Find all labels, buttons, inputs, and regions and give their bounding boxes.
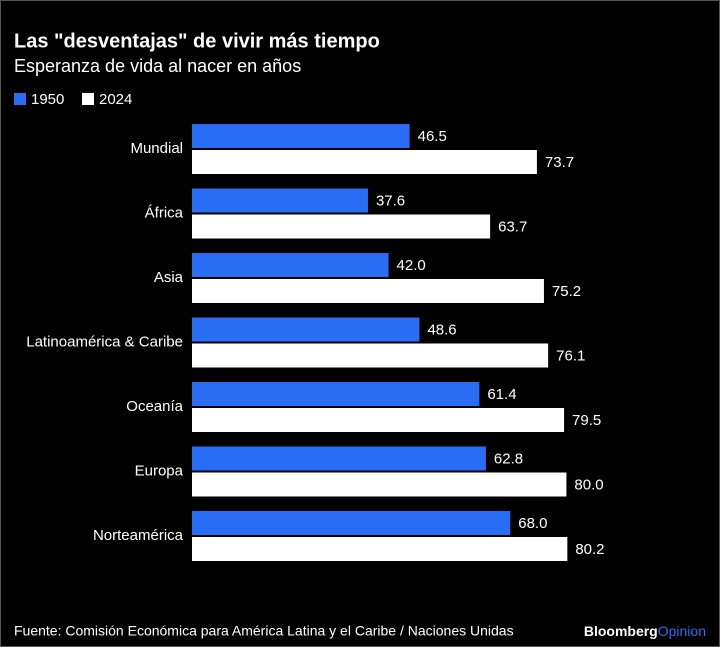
legend-label: 1950 <box>31 91 64 108</box>
category-label: Europa <box>135 462 184 479</box>
value-label: 62.8 <box>494 450 523 467</box>
value-label: 75.2 <box>552 283 581 300</box>
bar <box>192 537 568 561</box>
value-label: 80.2 <box>575 541 604 558</box>
category-label: Oceanía <box>126 398 183 415</box>
bar <box>192 253 389 277</box>
category-label: Norteamérica <box>93 527 184 544</box>
bar <box>192 214 491 239</box>
category-label: Mundial <box>130 140 183 157</box>
value-label: 63.7 <box>498 218 527 235</box>
category-label: África <box>145 204 184 221</box>
category-label: Asia <box>154 269 184 286</box>
value-label: 76.1 <box>556 347 585 364</box>
bar <box>192 511 511 535</box>
bar <box>192 382 480 406</box>
bar <box>192 124 410 148</box>
value-label: 68.0 <box>518 515 547 532</box>
logo: BloombergOpinion <box>584 623 706 639</box>
bar <box>192 343 549 368</box>
legend-swatch <box>82 93 94 105</box>
bar <box>192 188 368 213</box>
value-label: 73.7 <box>545 154 574 171</box>
bar <box>192 446 486 471</box>
bar <box>192 408 565 432</box>
legend-label: 2024 <box>99 91 132 108</box>
value-label: 79.5 <box>572 412 601 429</box>
value-label: 80.0 <box>574 476 603 493</box>
value-label: 61.4 <box>487 386 516 403</box>
source: Fuente: Comisión Económica para América … <box>14 623 514 639</box>
value-label: 42.0 <box>397 257 426 274</box>
chart-title: Las "desventajas" de vivir más tiempo <box>14 30 380 52</box>
logo-suffix: Opinion <box>658 623 706 639</box>
value-label: 48.6 <box>427 321 456 338</box>
bar <box>192 317 420 342</box>
value-label: 37.6 <box>376 192 405 209</box>
logo-name: Bloomberg <box>584 623 658 639</box>
bar <box>192 150 537 174</box>
bar <box>192 279 544 303</box>
bar <box>192 472 567 497</box>
category-label: Latinoamérica & Caribe <box>26 333 183 350</box>
chart-subtitle: Esperanza de vida al nacer en años <box>14 56 301 76</box>
value-label: 46.5 <box>418 128 447 145</box>
legend-swatch <box>14 93 26 105</box>
